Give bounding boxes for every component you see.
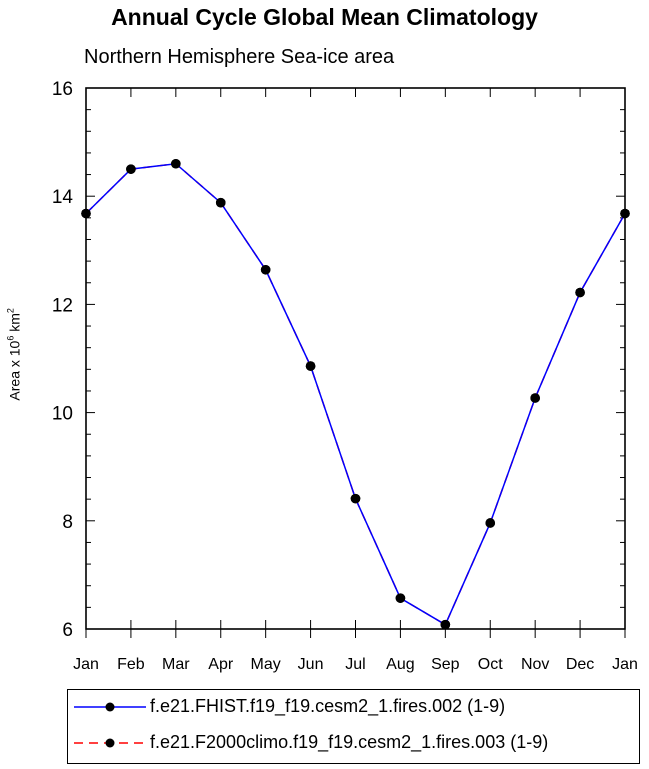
x-tick-label: Jan [73, 656, 99, 673]
series-1-point [395, 593, 406, 603]
series-1-point [620, 208, 630, 219]
series-1-point [81, 208, 91, 219]
x-tick-label: Oct [478, 656, 503, 673]
series-1-point [305, 361, 316, 371]
series-1-point [440, 619, 451, 630]
x-tick-label: Sep [431, 656, 460, 673]
series-1-point [530, 393, 540, 403]
series-1-point [575, 287, 585, 298]
chart-subtitle: Northern Hemisphere Sea-ice area [84, 46, 395, 68]
y-tick-label: 16 [52, 79, 73, 100]
legend-swatch-series-1 [74, 702, 146, 712]
y-tick-label: 8 [62, 512, 73, 533]
legend-label-series-2: f.e21.F2000climo.f19_f19.cesm2_1.fires.0… [150, 732, 549, 752]
series-line-2 [85, 162, 626, 626]
x-tick-label: Aug [386, 656, 414, 673]
series-1-point [126, 164, 136, 174]
legend-entry-series-2: f.e21.F2000climo.f19_f19.cesm2_1.fires.0… [68, 726, 639, 760]
x-tick-label: Nov [521, 656, 549, 673]
y-tick-label: 10 [52, 404, 73, 425]
y-tick-label: 12 [52, 295, 73, 316]
chart-title: Annual Cycle Global Mean Climatology [111, 4, 538, 30]
x-tick-label: May [251, 656, 281, 673]
series-1-point [350, 493, 361, 504]
series-1-point [260, 264, 271, 275]
line-chart: 6 8 10 12 14 16 Jan Feb Mar Apr May Jun Jul Aug Sep Oct… [52, 79, 638, 673]
series-line-1 [85, 162, 626, 626]
series-1-point [485, 518, 496, 528]
x-tick-label: Jul [345, 656, 365, 673]
x-tick-label: Mar [162, 656, 190, 673]
y-tick-label: 14 [52, 187, 74, 208]
x-tick-label: Feb [117, 656, 145, 673]
x-tick-label: Dec [566, 656, 594, 673]
plot-frame [85, 87, 626, 630]
legend: f.e21.FHIST.f19_f19.cesm2_1.fires.002 (1… [67, 689, 640, 764]
y-tick-label: 6 [62, 620, 73, 641]
legend-swatch-series-2 [74, 738, 146, 748]
x-tick-label: Jan [612, 656, 638, 673]
series-1-point [171, 158, 181, 169]
legend-marker-series-2 [105, 738, 115, 748]
legend-marker-series-1 [105, 702, 115, 712]
x-tick-label: Apr [208, 656, 234, 673]
x-tick-label: Jun [298, 656, 324, 673]
legend-entry-series-1: f.e21.FHIST.f19_f19.cesm2_1.fires.002 (1… [68, 690, 639, 724]
legend-label-series-1: f.e21.FHIST.f19_f19.cesm2_1.fires.002 (1… [150, 696, 506, 716]
series-1-point [215, 197, 226, 208]
